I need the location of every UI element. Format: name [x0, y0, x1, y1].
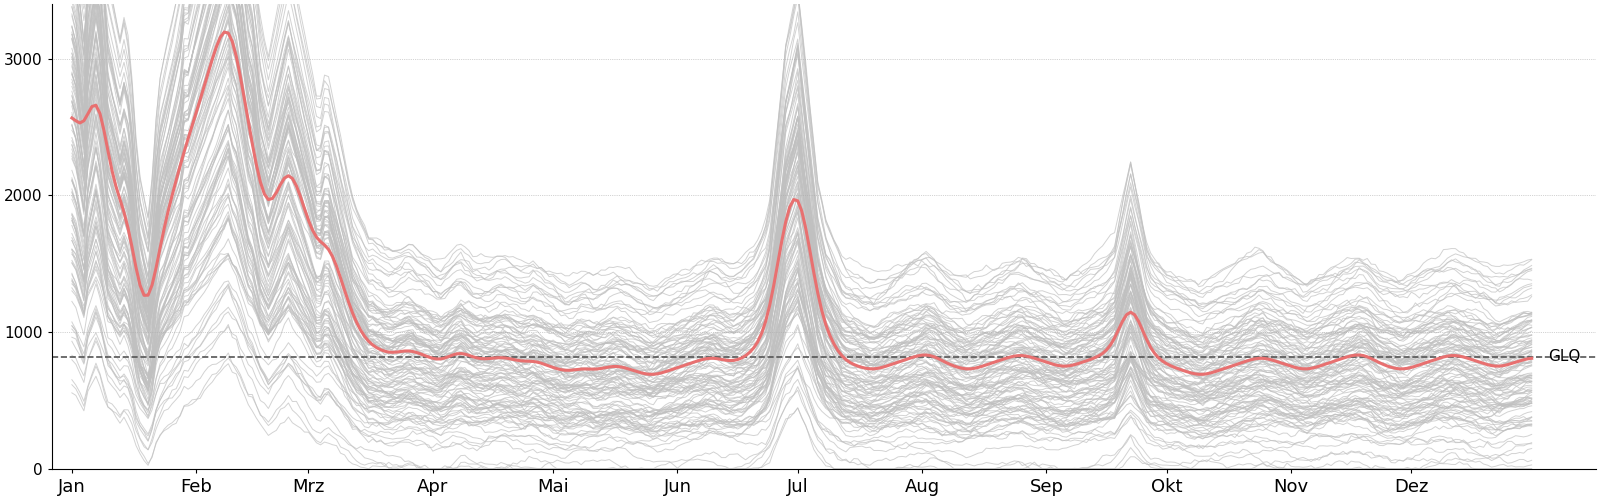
Text: GLQ: GLQ [1547, 349, 1581, 364]
